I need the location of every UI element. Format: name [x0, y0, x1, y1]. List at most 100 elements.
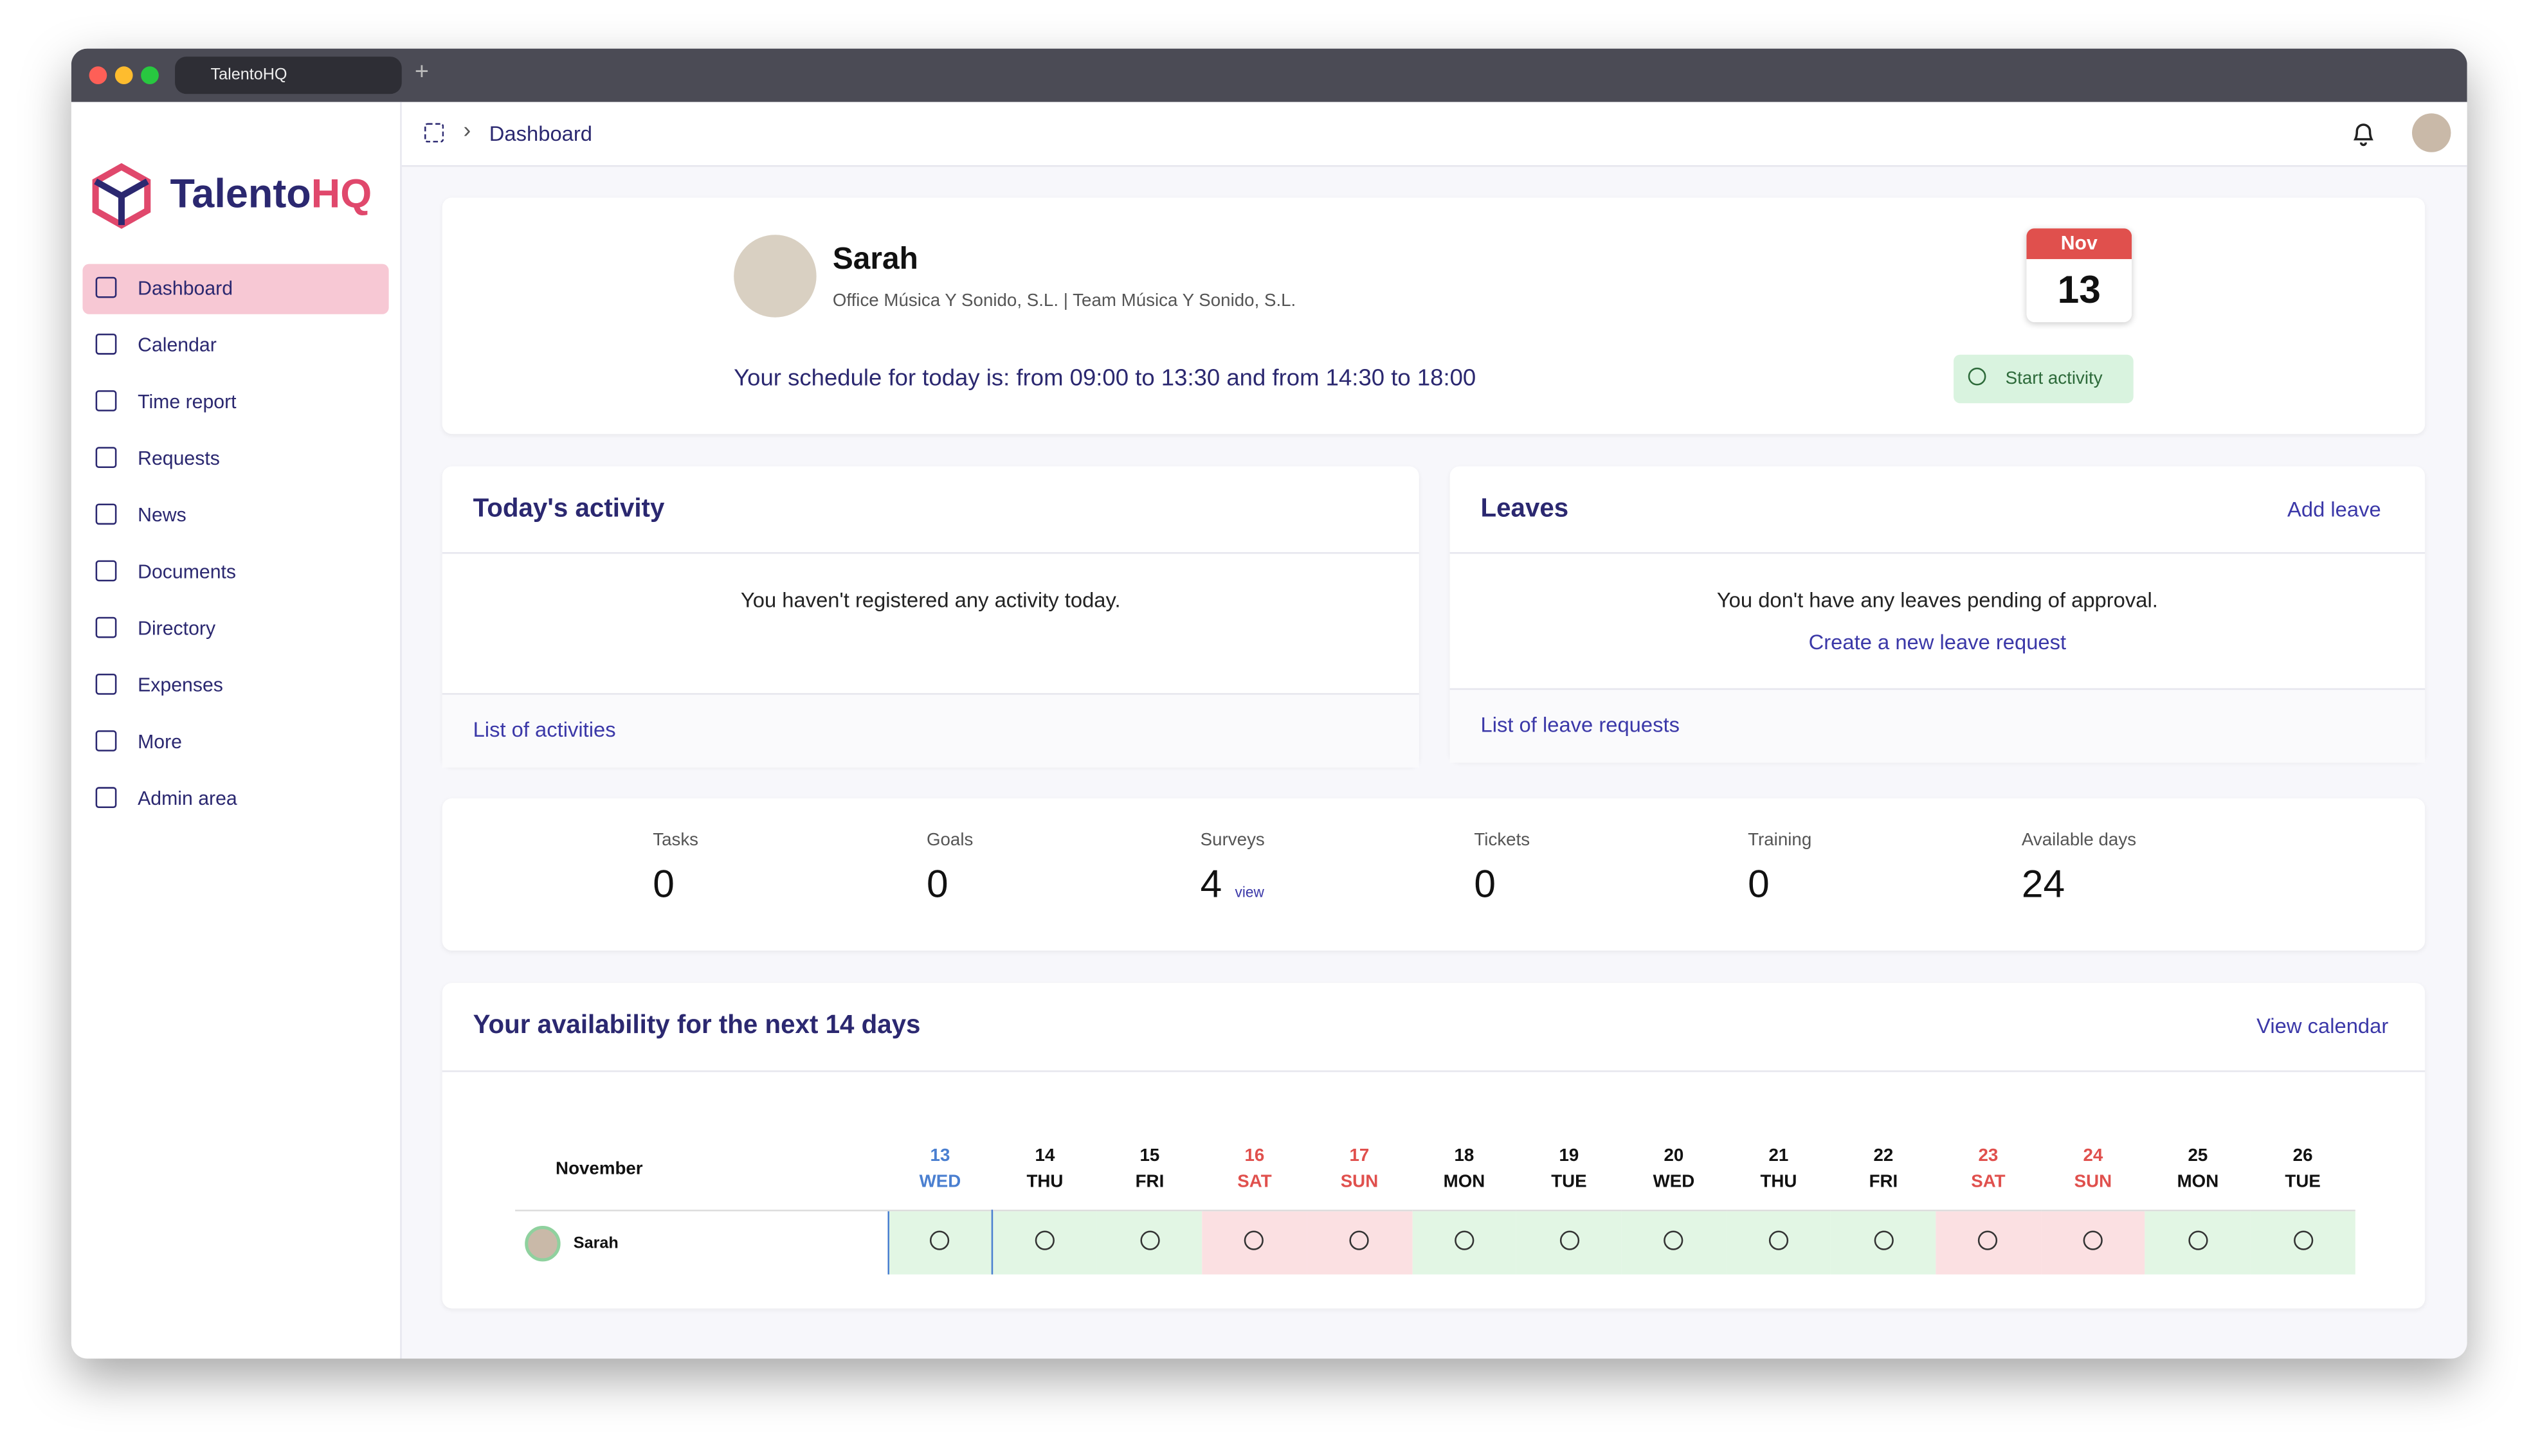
day-cell[interactable]: [1936, 1209, 2041, 1275]
nav-item[interactable]: Directory: [82, 604, 388, 654]
stat-number: 0: [1748, 863, 1770, 907]
person-name: Sarah: [573, 1234, 619, 1252]
nav-label: Documents: [138, 560, 237, 583]
day-header: 17 SUN: [1307, 1129, 1411, 1210]
day-date: 14: [1035, 1146, 1055, 1166]
stat: Tasks 0: [653, 831, 698, 908]
day-weekday: SAT: [1237, 1172, 1272, 1192]
link[interactable]: List of leave requests: [1480, 712, 1680, 737]
close[interactable]: [89, 66, 107, 84]
day-cell[interactable]: [887, 1209, 993, 1275]
person: Sarah: [515, 1209, 888, 1275]
stat-number: 0: [926, 863, 948, 907]
nav-item[interactable]: News: [82, 490, 388, 541]
stat-number: 0: [1474, 863, 1496, 907]
minimize[interactable]: [114, 66, 133, 84]
button-label: Start activity: [2005, 369, 2103, 389]
day-cell[interactable]: [1726, 1209, 1831, 1275]
day-weekday: WED: [919, 1172, 961, 1192]
clock-icon: [2292, 1230, 2313, 1250]
nav-icon: [95, 390, 117, 411]
nav-item[interactable]: Documents: [82, 547, 388, 597]
sidebar: TalentoHQ Dashboard Calendar Time report Re…: [71, 102, 402, 1359]
date-day: 13: [2057, 269, 2101, 313]
day-header: 23 SAT: [1936, 1129, 2040, 1210]
day-cell[interactable]: [1621, 1209, 1727, 1275]
leaves-card: Leaves Add leave You don't have any leav…: [1449, 466, 2426, 763]
day-cell[interactable]: [1516, 1209, 1622, 1275]
breadcrumb[interactable]: Dashboard: [489, 121, 593, 146]
stat: Tickets 0: [1474, 831, 1530, 908]
profile-org: Office Música Y Sonido, S.L. | Team Músi…: [833, 291, 1296, 310]
day-weekday: SUN: [2074, 1172, 2112, 1192]
nav-item[interactable]: More: [82, 717, 388, 768]
apps-icon[interactable]: [424, 123, 444, 143]
stat-value: 0: [1474, 863, 1530, 909]
clock-icon: [1244, 1230, 1265, 1250]
day-cell[interactable]: [2250, 1209, 2355, 1275]
stat: Available days 24: [2022, 831, 2136, 908]
view-calendar[interactable]: View calendar: [2256, 1013, 2389, 1038]
stat-value: 0: [653, 863, 698, 909]
day-date: 23: [1978, 1146, 1999, 1166]
stat-link[interactable]: view: [1235, 884, 1264, 901]
nav-label: Time report: [138, 390, 237, 413]
create-link[interactable]: Create a new leave request: [1808, 629, 2067, 654]
avatar[interactable]: [2411, 113, 2451, 152]
day-date: 13: [930, 1146, 950, 1166]
stat-number: 4: [1200, 863, 1222, 907]
date-badge: Nov 13: [2026, 228, 2132, 323]
day-cell[interactable]: [2145, 1209, 2251, 1275]
day-cell[interactable]: [1202, 1209, 1307, 1275]
bell[interactable]: [2350, 120, 2376, 147]
day-header: 26 TUE: [2250, 1129, 2355, 1210]
day-cell[interactable]: [992, 1209, 1098, 1275]
month: November: [556, 1159, 643, 1179]
day-weekday: FRI: [1869, 1172, 1898, 1192]
card-title: Leaves: [1480, 495, 1569, 523]
activity-card: Today's activity You haven't registered …: [442, 466, 1419, 768]
date-month: Nov: [2026, 228, 2132, 260]
nav-label: Dashboard: [138, 276, 233, 300]
clock-icon: [1559, 1230, 1579, 1250]
day-cell[interactable]: [1307, 1209, 1412, 1275]
day-cell[interactable]: [1411, 1209, 1517, 1275]
nav-label: Expenses: [138, 673, 223, 697]
day-weekday: WED: [1653, 1172, 1695, 1192]
nav-item[interactable]: Calendar: [82, 321, 388, 371]
browser-tab[interactable]: TalentoHQ: [175, 57, 402, 94]
add-leave[interactable]: Add leave: [2287, 497, 2381, 522]
new-tab[interactable]: +: [414, 58, 429, 86]
day-cell[interactable]: [1831, 1209, 1936, 1275]
start-activity-button[interactable]: Start activity: [1954, 354, 2134, 404]
day-weekday: THU: [1026, 1172, 1064, 1192]
logo: TalentoHQ: [170, 172, 372, 219]
stat-label: Surveys: [1200, 831, 1265, 850]
card-title: Your availability for the next 14 days: [473, 1012, 921, 1040]
maximize[interactable]: [141, 66, 159, 84]
nav-item[interactable]: Dashboard: [82, 264, 389, 314]
title-bar: TalentoHQ +: [71, 48, 2467, 102]
nav-label: Directory: [138, 616, 216, 640]
clock-icon: [1873, 1230, 1894, 1250]
team: Team Música Y Sonido, S.L.: [1073, 291, 1296, 311]
day-weekday: MON: [1443, 1172, 1485, 1192]
nav-icon: [95, 673, 117, 695]
nav-item[interactable]: Admin area: [82, 774, 388, 824]
clock-icon: [2188, 1230, 2208, 1250]
day-date: 15: [1139, 1146, 1160, 1166]
nav-icon: [95, 333, 117, 355]
nav-item[interactable]: Expenses: [82, 661, 388, 711]
link[interactable]: List of activities: [473, 717, 616, 742]
nav-icon: [95, 560, 117, 582]
message: You don't have any leaves pending of app…: [1716, 588, 2158, 613]
nav-item[interactable]: Time report: [82, 377, 388, 427]
day-cell[interactable]: [2040, 1209, 2146, 1275]
schedule: Your schedule for today is: from 09:00 t…: [734, 366, 1476, 392]
day-cell[interactable]: [1097, 1209, 1202, 1275]
nav-icon: [95, 616, 117, 638]
day-header: 14 THU: [992, 1129, 1097, 1210]
nav-item[interactable]: Requests: [82, 434, 388, 484]
message: You haven't registered any activity toda…: [740, 588, 1121, 613]
day-date: 19: [1559, 1146, 1579, 1166]
